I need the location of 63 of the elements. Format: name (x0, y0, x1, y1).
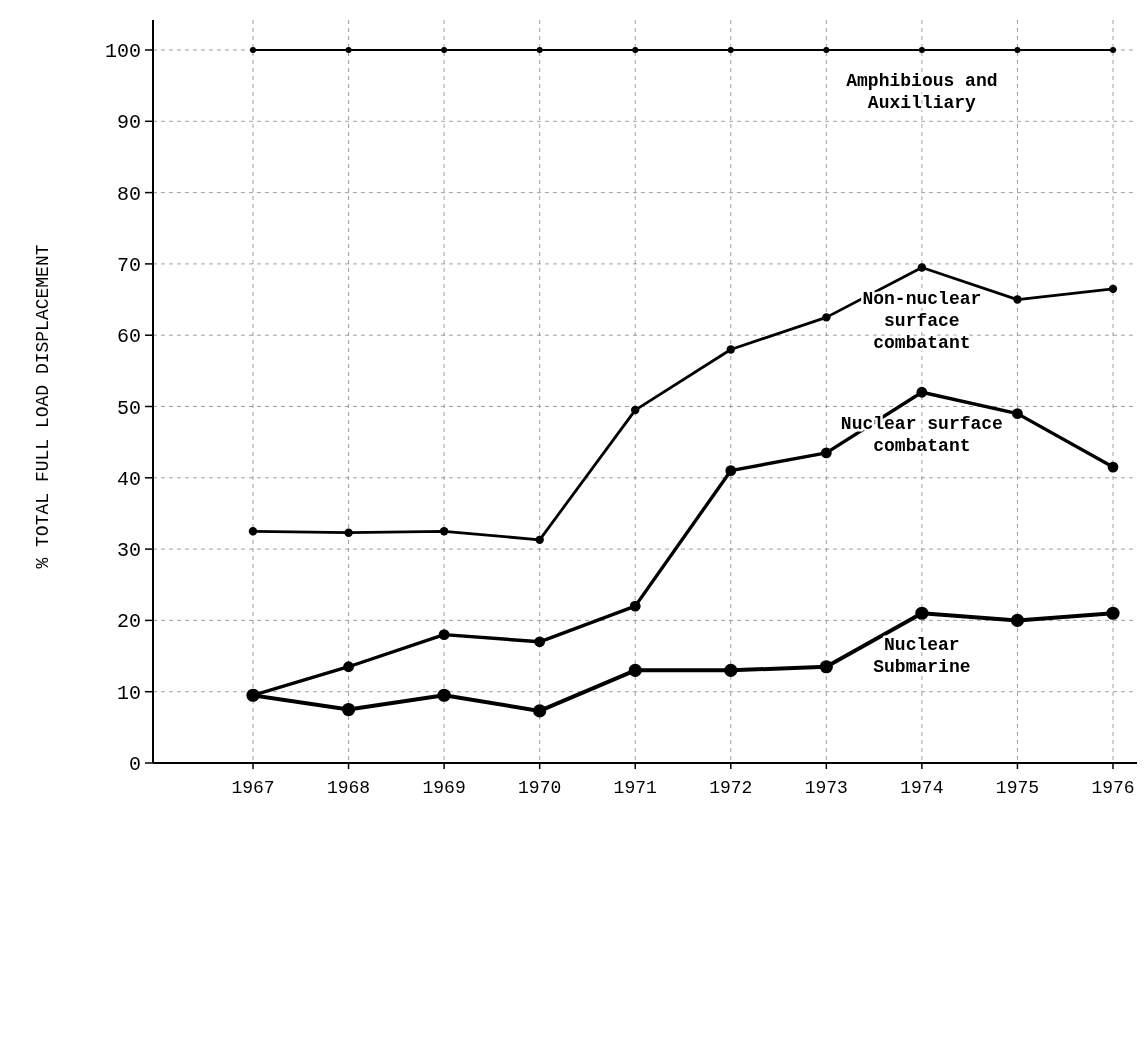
point (822, 313, 831, 322)
point (915, 606, 929, 620)
point (916, 386, 928, 398)
point (1010, 613, 1025, 627)
y-tick-label: 50 (116, 396, 141, 420)
point (1107, 461, 1119, 473)
point (1014, 47, 1021, 53)
y-tick-label: 100 (104, 40, 141, 63)
point (345, 47, 352, 53)
y-tick-label: 10 (116, 681, 141, 705)
x-tick-label: 1973 (804, 778, 848, 798)
x-tick-label: 1967 (231, 778, 275, 798)
point (533, 704, 547, 718)
point (917, 263, 927, 272)
series-label: Non-nuclear surface combatant (862, 288, 982, 353)
series-label: Nuclear Submarine (873, 634, 971, 677)
x-tick-label: 1968 (326, 778, 371, 798)
point (631, 405, 640, 415)
point (1012, 408, 1023, 420)
point (820, 447, 832, 459)
x-tick-label: 1976 (1091, 778, 1135, 798)
y-axis-title: % TOTAL FULL LOAD DISPLACEMENT (33, 244, 53, 569)
point (823, 47, 830, 53)
x-tick-label: 1970 (518, 778, 562, 798)
point (724, 663, 738, 677)
point (439, 527, 449, 536)
point (536, 47, 543, 53)
point (341, 702, 356, 717)
point (437, 688, 451, 702)
y-tick-label: 70 (116, 253, 141, 277)
y-tick-label: 0 (128, 753, 141, 776)
y-tick-label: 20 (116, 610, 141, 634)
point (438, 629, 450, 641)
x-tick-label: 1969 (422, 778, 466, 798)
point (819, 660, 833, 674)
x-tick-label: 1971 (613, 778, 657, 798)
point (726, 345, 735, 354)
point (250, 47, 256, 53)
y-tick-label: 30 (116, 539, 141, 563)
point (344, 528, 353, 537)
point (441, 47, 448, 53)
point (632, 47, 639, 53)
x-tick-label: 1975 (995, 778, 1040, 798)
y-tick-label: 40 (116, 467, 141, 491)
x-tick-label: 1972 (709, 778, 753, 798)
point (1110, 47, 1116, 53)
point (1106, 606, 1120, 620)
point (725, 465, 737, 477)
y-tick-label: 90 (116, 111, 141, 135)
point (727, 47, 734, 53)
series-label: Amphibious and Auxilliary (846, 71, 998, 114)
point (918, 47, 925, 53)
point (534, 636, 546, 648)
point (343, 661, 354, 673)
point (629, 600, 641, 612)
point (628, 663, 642, 677)
point (248, 527, 258, 536)
y-tick-label: 80 (116, 182, 141, 206)
point (1013, 295, 1022, 304)
y-tick-label: 60 (116, 325, 141, 349)
x-tick-label: 1974 (900, 778, 944, 798)
point (535, 535, 544, 545)
point (1108, 284, 1118, 294)
